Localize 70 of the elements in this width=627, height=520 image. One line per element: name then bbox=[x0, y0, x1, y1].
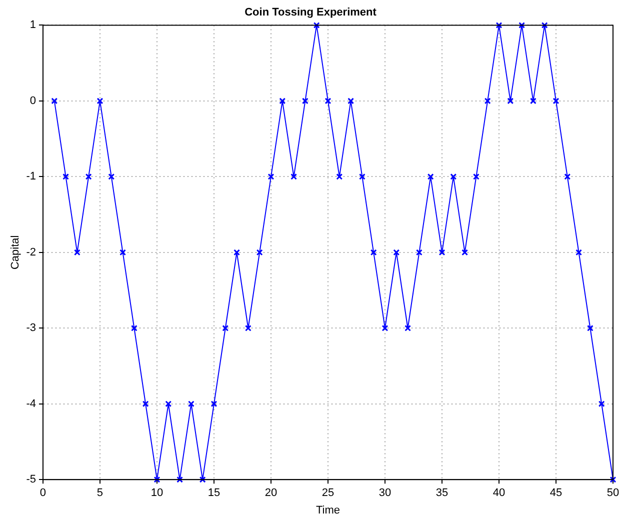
x-tick-label: 35 bbox=[436, 487, 448, 500]
point bbox=[438, 249, 446, 256]
point bbox=[370, 249, 377, 256]
point bbox=[462, 249, 468, 256]
point bbox=[507, 98, 514, 104]
y-tick-label: -4 bbox=[26, 398, 36, 410]
point bbox=[358, 173, 366, 180]
x-tick-label: 15 bbox=[208, 487, 220, 500]
y-tick-label: -5 bbox=[26, 474, 36, 486]
point bbox=[404, 324, 412, 332]
point bbox=[85, 173, 92, 180]
x-tick-label: 0 bbox=[40, 487, 46, 500]
point bbox=[199, 476, 206, 483]
y-axis-title: Capital bbox=[10, 235, 22, 270]
x-tick-label: 50 bbox=[606, 487, 620, 500]
point bbox=[348, 98, 354, 104]
point bbox=[576, 249, 582, 256]
point bbox=[108, 173, 115, 180]
y-tick-label: 1 bbox=[30, 19, 36, 32]
point bbox=[484, 98, 491, 104]
point bbox=[598, 400, 605, 408]
point bbox=[541, 22, 548, 28]
x-axis-title: Time bbox=[316, 504, 340, 516]
point bbox=[188, 400, 194, 408]
point bbox=[496, 22, 502, 28]
point bbox=[518, 22, 526, 28]
point bbox=[244, 324, 252, 332]
y-tick-label: -3 bbox=[26, 322, 36, 334]
point bbox=[564, 173, 571, 180]
y-tick-label: 0 bbox=[30, 94, 36, 107]
point bbox=[62, 173, 70, 180]
point bbox=[165, 400, 172, 408]
point bbox=[302, 98, 308, 104]
point bbox=[552, 98, 560, 104]
point bbox=[142, 400, 149, 408]
point bbox=[234, 249, 240, 256]
point bbox=[393, 249, 400, 256]
chart-title: Coin Tossing Experiment bbox=[244, 6, 377, 19]
x-tick-label: 25 bbox=[322, 487, 334, 500]
x-tick-label: 5 bbox=[96, 487, 104, 500]
point bbox=[120, 249, 126, 256]
point bbox=[279, 98, 286, 104]
point bbox=[530, 98, 536, 104]
point bbox=[222, 324, 229, 332]
point bbox=[154, 476, 160, 483]
point bbox=[130, 324, 138, 332]
x-tick-label: 10 bbox=[150, 487, 164, 500]
y-tick-label: -2 bbox=[26, 246, 36, 258]
point bbox=[210, 400, 218, 408]
x-tick-label: 30 bbox=[378, 487, 392, 500]
point bbox=[256, 249, 263, 256]
point bbox=[313, 22, 320, 28]
x-tick-label: 45 bbox=[550, 487, 562, 500]
point bbox=[450, 173, 457, 180]
point bbox=[96, 98, 104, 104]
point bbox=[586, 324, 594, 332]
point bbox=[290, 173, 298, 180]
point bbox=[51, 98, 58, 104]
point bbox=[268, 173, 274, 180]
point bbox=[472, 173, 480, 180]
x-tick-label: 40 bbox=[492, 487, 506, 500]
point bbox=[74, 249, 80, 256]
point bbox=[427, 173, 434, 180]
point bbox=[336, 173, 343, 180]
point bbox=[324, 98, 332, 104]
point bbox=[382, 324, 388, 332]
point bbox=[176, 476, 184, 483]
x-tick-label: 20 bbox=[264, 487, 278, 500]
point bbox=[416, 249, 422, 256]
y-tick-label: -1 bbox=[26, 170, 36, 183]
